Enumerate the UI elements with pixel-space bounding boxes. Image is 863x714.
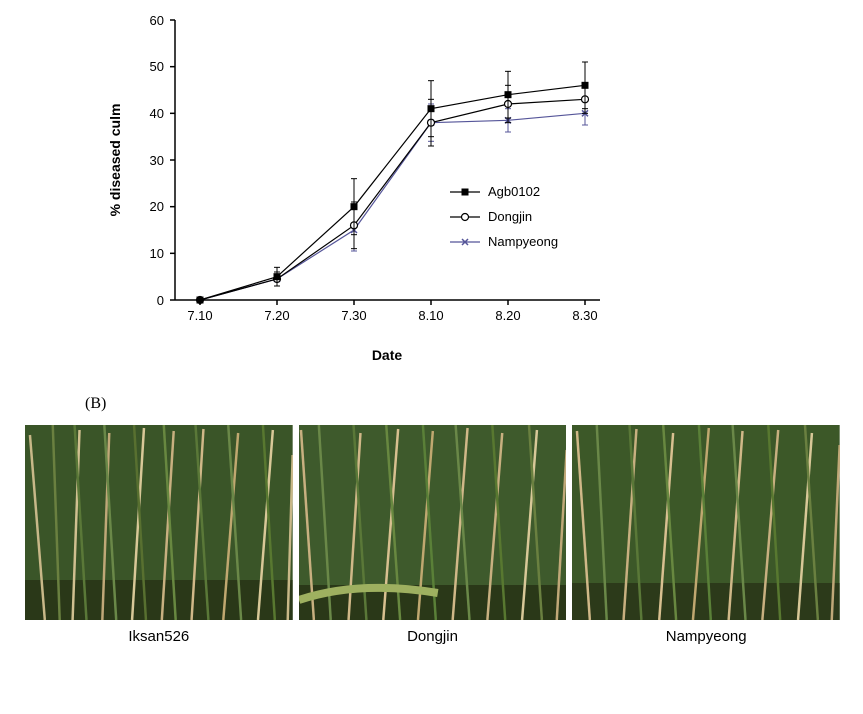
photo-item-2: Nampyeong: [572, 425, 840, 645]
xtick-1: 7.20: [264, 308, 289, 323]
xtick-2: 7.30: [341, 308, 366, 323]
series-nampyeong: [197, 102, 588, 303]
photo-nampyeong: [572, 425, 840, 620]
photo-panel: Iksan526: [25, 425, 840, 645]
photo-iksan526: [25, 425, 293, 620]
chart-legend: Agb0102 Dongjin Nampyeong: [450, 184, 558, 249]
panel-label-b: (B): [85, 395, 106, 413]
x-ticks: 7.10 7.20 7.30 8.10 8.20 8.30: [187, 300, 597, 323]
xtick-0: 7.10: [187, 308, 212, 323]
photo-item-0: Iksan526: [25, 425, 293, 645]
photo-dongjin: [299, 425, 567, 620]
line-chart: 0 10 20 30 40 50 60: [80, 0, 630, 380]
ytick-6: 60: [150, 13, 164, 28]
y-axis-label: % diseased culm: [107, 104, 123, 217]
ytick-3: 30: [150, 153, 164, 168]
ytick-2: 20: [150, 199, 164, 214]
photo-item-1: Dongjin: [299, 425, 567, 645]
ytick-0: 0: [157, 293, 164, 308]
chart-container: 0 10 20 30 40 50 60: [80, 0, 630, 380]
xtick-4: 8.20: [495, 308, 520, 323]
y-ticks: 0 10 20 30 40 50 60: [150, 13, 175, 308]
legend-item-1: Dongjin: [488, 209, 532, 224]
photo-caption-0: Iksan526: [128, 628, 189, 645]
ytick-4: 40: [150, 106, 164, 121]
legend-item-2: Nampyeong: [488, 234, 558, 249]
legend-item-0: Agb0102: [488, 184, 540, 199]
x-axis-label: Date: [372, 347, 403, 363]
ytick-1: 10: [150, 246, 164, 261]
ytick-5: 50: [150, 59, 164, 74]
xtick-3: 8.10: [418, 308, 443, 323]
photo-caption-2: Nampyeong: [666, 628, 747, 645]
series-agb0102: [197, 62, 589, 304]
xtick-5: 8.30: [572, 308, 597, 323]
photo-caption-1: Dongjin: [407, 628, 458, 645]
